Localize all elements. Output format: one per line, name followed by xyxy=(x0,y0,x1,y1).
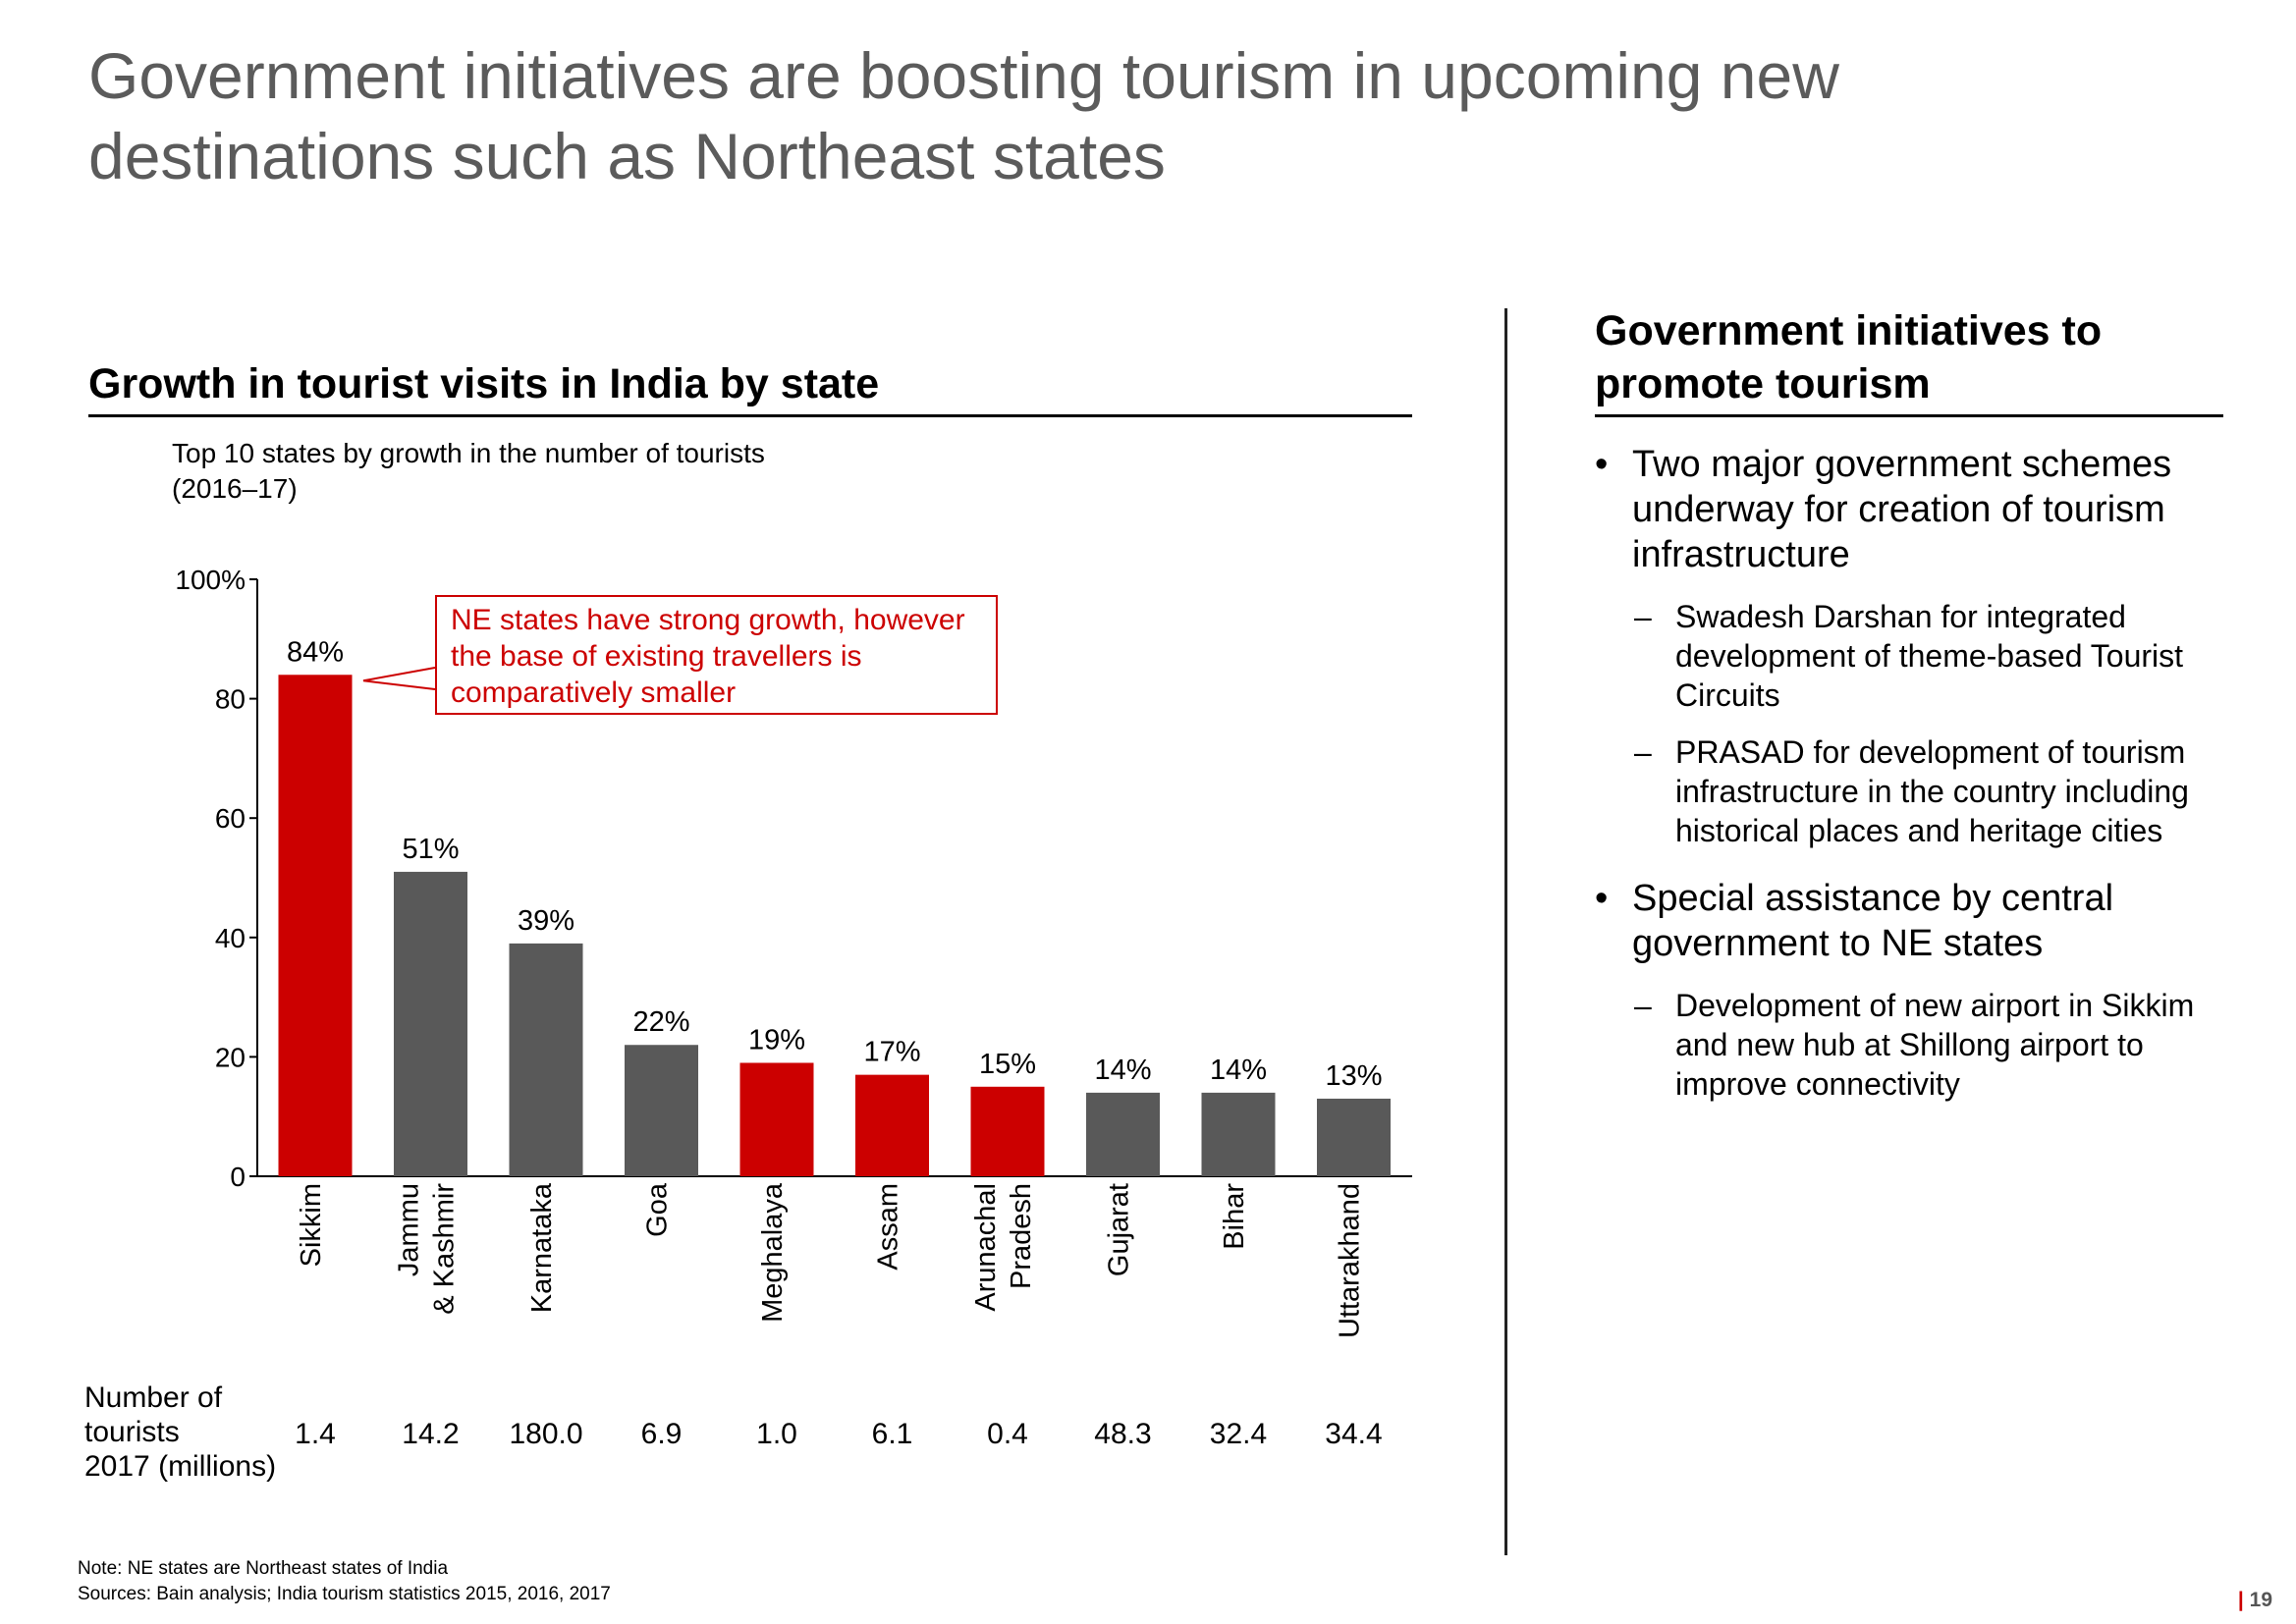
category-label: Bihar xyxy=(1219,1183,1250,1250)
chart-heading-rule xyxy=(88,414,1412,417)
bar-meghalaya xyxy=(739,1062,814,1176)
initiative-bullet-1: • Two major government schemes underway f… xyxy=(1595,442,2233,850)
category-label: Pradesh xyxy=(1006,1183,1037,1289)
chart-section-heading: Growth in tourist visits in India by sta… xyxy=(88,360,880,407)
category-label: Sikkim xyxy=(296,1183,327,1267)
y-tick-label: 80 xyxy=(215,684,246,715)
bar-chart: 0 20 40 60 80 100% 84% 51% 39% 22% 19% 17% 15% 14% 14… xyxy=(175,565,1412,1338)
initiatives-list: • Two major government schemes underway f… xyxy=(1595,442,2233,1104)
page-title: Government initiatives are boosting tour… xyxy=(88,39,1839,192)
tourist-count: 32.4 xyxy=(1209,1418,1268,1450)
category-label: Arunachal xyxy=(970,1183,1002,1312)
initiative-bullet-2: • Special assistance by central governmen… xyxy=(1595,876,2233,1104)
tourist-count: 34.4 xyxy=(1325,1418,1383,1450)
tourists-row-label-line1: Number of xyxy=(84,1381,223,1414)
category-label: Gujarat xyxy=(1104,1183,1135,1276)
bullet-dot: • xyxy=(1595,444,1609,485)
initiative-sub-1-1: – Swadesh Darshan for integrated developm… xyxy=(1634,599,2184,713)
category-label: Assam xyxy=(873,1183,904,1271)
tourist-count: 0.4 xyxy=(987,1418,1028,1450)
bar-goa xyxy=(625,1045,698,1176)
bar-uttarakhand xyxy=(1317,1098,1391,1176)
y-tick-label: 0 xyxy=(230,1162,246,1192)
footnote-sources: Sources: Bain analysis; India tourism st… xyxy=(78,1584,611,1604)
bar-assam xyxy=(855,1074,929,1176)
column-divider xyxy=(1504,308,1507,1555)
tourist-count: 6.9 xyxy=(640,1418,683,1450)
chart-subtitle-line1: Top 10 states by growth in the number of… xyxy=(172,438,765,468)
tourists-row-label-line3: 2017 (millions) xyxy=(84,1450,277,1483)
bar-karnataka xyxy=(509,943,583,1176)
y-tick-label: 100% xyxy=(175,565,246,595)
chart-subtitle-line2: (2016–17) xyxy=(172,473,298,504)
y-tick-label: 40 xyxy=(215,923,246,953)
category-labels: Sikkim Jammu & Kashmir Karnataka Goa Meghalay… xyxy=(296,1182,1366,1338)
value-label: 14% xyxy=(1210,1055,1267,1086)
bullet-dot: • xyxy=(1595,878,1609,919)
tourists-row-label: Number of tourists 2017 (millions) xyxy=(84,1380,276,1484)
category-label: Uttarakhand xyxy=(1335,1183,1366,1338)
tourist-count: 180.0 xyxy=(509,1418,583,1450)
initiative-bullet-2-text: Special assistance by central government… xyxy=(1632,878,2114,964)
category-label: Goa xyxy=(642,1182,674,1237)
bar-jammu-kashmir xyxy=(394,871,467,1176)
category-label: & Kashmir xyxy=(429,1183,461,1315)
value-label: 14% xyxy=(1094,1055,1151,1086)
category-label: Meghalaya xyxy=(757,1182,789,1323)
initiative-bullet-1-text: Two major government schemes underway fo… xyxy=(1632,444,2172,575)
category-label: Karnataka xyxy=(526,1182,558,1313)
page-number-value: 19 xyxy=(2249,1589,2272,1611)
page-marker: | xyxy=(2237,1589,2244,1611)
tourists-row-label-line2: tourists xyxy=(84,1416,180,1448)
value-label: 19% xyxy=(748,1024,805,1056)
tourist-count: 1.4 xyxy=(295,1418,336,1450)
chart-subtitle: Top 10 states by growth in the number of… xyxy=(172,436,765,507)
initiatives-heading-line1: Government initiatives to xyxy=(1595,307,2103,354)
tourist-count: 1.0 xyxy=(756,1418,797,1450)
y-tick-label: 20 xyxy=(215,1042,246,1072)
initiative-sub-1-2: – PRASAD for development of tourism infra… xyxy=(1634,734,2189,848)
bar-sikkim xyxy=(278,675,353,1176)
bar-bihar xyxy=(1201,1092,1276,1176)
value-label: 39% xyxy=(518,905,574,937)
bar-gujarat xyxy=(1086,1092,1160,1176)
value-label: 51% xyxy=(402,834,459,865)
value-label: 15% xyxy=(979,1049,1036,1080)
bar-arunachal-pradesh xyxy=(970,1086,1045,1176)
initiatives-heading-rule xyxy=(1595,414,2223,417)
value-label: 17% xyxy=(863,1037,920,1068)
value-label: 13% xyxy=(1325,1060,1382,1092)
y-tick-label: 60 xyxy=(215,803,246,834)
category-label: Jammu xyxy=(394,1183,425,1276)
bars xyxy=(278,675,1391,1176)
value-label: 84% xyxy=(287,636,344,668)
initiative-sub-2-1: – Development of new airport in Sikkim an… xyxy=(1634,988,2195,1102)
value-label: 22% xyxy=(632,1006,689,1038)
tourist-count: 48.3 xyxy=(1094,1418,1152,1450)
callout-pointer xyxy=(362,667,436,690)
ne-states-callout: NE states have strong growth, however th… xyxy=(435,595,998,715)
tourist-count: 6.1 xyxy=(871,1418,913,1450)
tourist-count: 14.2 xyxy=(402,1418,460,1450)
initiatives-heading-line2: promote tourism xyxy=(1595,360,1931,407)
value-labels: 84% 51% 39% 22% 19% 17% 15% 14% 14% 13% xyxy=(287,636,1383,1092)
footnote-note: Note: NE states are Northeast states of … xyxy=(78,1558,449,1579)
page-number: | 19 xyxy=(2238,1589,2272,1612)
